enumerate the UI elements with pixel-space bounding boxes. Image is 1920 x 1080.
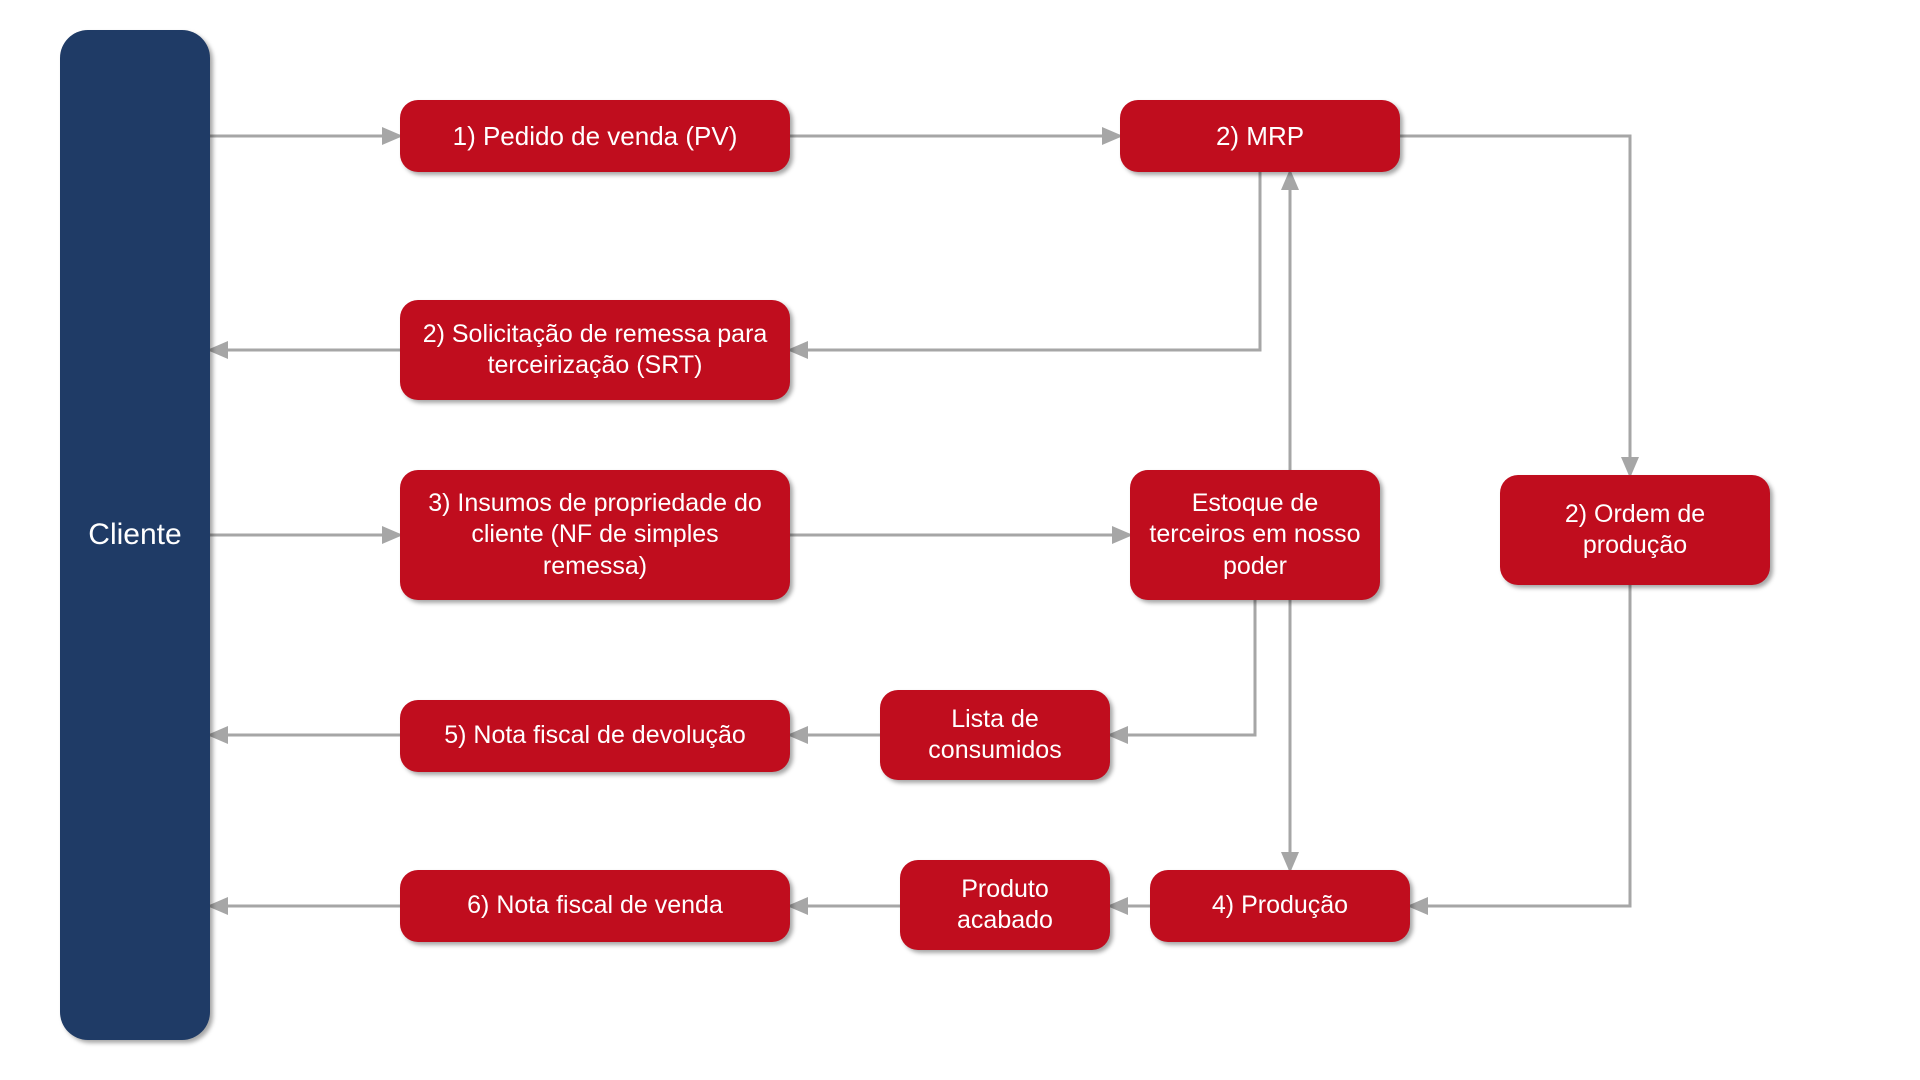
node-insumos: 3) Insumos de propriedade do cliente (NF… xyxy=(400,470,790,600)
edge-mrp-to-ordem xyxy=(1400,136,1630,475)
node-label: 5) Nota fiscal de devolução xyxy=(444,720,746,751)
node-label: Estoque de terceiros em nosso poder xyxy=(1148,488,1362,582)
node-label: 4) Produção xyxy=(1212,890,1348,921)
node-pv: 1) Pedido de venda (PV) xyxy=(400,100,790,172)
node-nf_dev: 5) Nota fiscal de devolução xyxy=(400,700,790,772)
node-mrp: 2) MRP xyxy=(1120,100,1400,172)
edge-ordem-to-producao xyxy=(1410,585,1630,906)
node-nf_venda: 6) Nota fiscal de venda xyxy=(400,870,790,942)
node-producao: 4) Produção xyxy=(1150,870,1410,942)
node-lista: Lista de consumidos xyxy=(880,690,1110,780)
node-label: Cliente xyxy=(88,516,181,554)
node-srt: 2) Solicitação de remessa para terceiriz… xyxy=(400,300,790,400)
node-cliente: Cliente xyxy=(60,30,210,1040)
node-label: Lista de consumidos xyxy=(898,704,1092,767)
node-label: 6) Nota fiscal de venda xyxy=(467,890,723,921)
node-label: 3) Insumos de propriedade do cliente (NF… xyxy=(418,488,772,582)
edge-estoque-to-lista xyxy=(1110,600,1255,735)
edge-mrp-to-srt xyxy=(790,172,1260,350)
node-label: 2) Solicitação de remessa para terceiriz… xyxy=(418,319,772,382)
node-ordem: 2) Ordem de produção xyxy=(1500,475,1770,585)
node-prod_acab: Produto acabado xyxy=(900,860,1110,950)
node-label: Produto acabado xyxy=(918,874,1092,937)
node-label: 1) Pedido de venda (PV) xyxy=(453,120,738,153)
node-label: 2) Ordem de produção xyxy=(1518,499,1752,562)
node-label: 2) MRP xyxy=(1216,120,1304,153)
node-estoque: Estoque de terceiros em nosso poder xyxy=(1130,470,1380,600)
